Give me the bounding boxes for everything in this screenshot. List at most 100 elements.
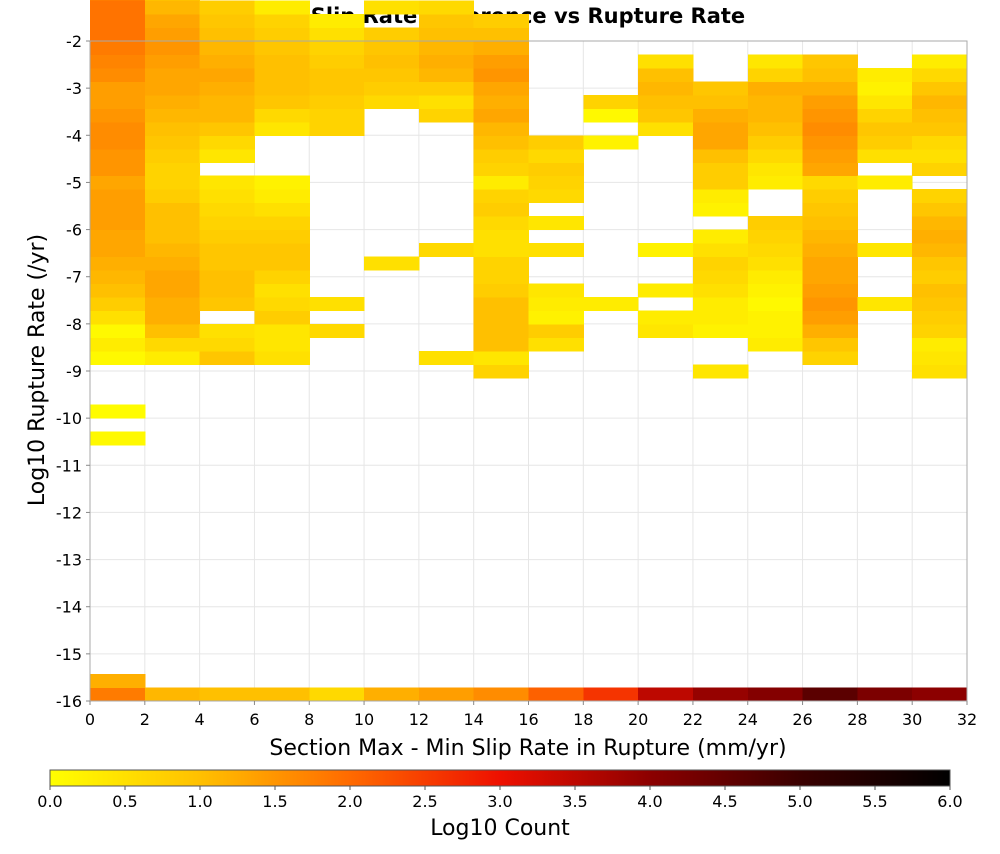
colorbar-tick-label: 4.0: [637, 792, 662, 811]
heatmap-cell: [528, 135, 584, 150]
heatmap-cell: [912, 148, 968, 163]
colorbar-label: Log10 Count: [430, 816, 570, 841]
heatmap-cell: [912, 94, 968, 109]
x-tick-label: 24: [738, 710, 758, 729]
heatmap-cell: [254, 270, 310, 284]
heatmap-cell: [199, 202, 255, 217]
heatmap-cell: [747, 216, 804, 231]
heatmap-cell: [90, 148, 146, 163]
heatmap-cell: [90, 674, 146, 689]
heatmap-cell: [199, 189, 255, 204]
heatmap-cell: [199, 216, 255, 231]
heatmap-cell: [473, 14, 529, 29]
heatmap-cell: [254, 67, 310, 82]
heatmap-cell: [747, 229, 804, 244]
heatmap-cell: [418, 350, 475, 365]
heatmap-cell: [254, 243, 310, 258]
heatmap-cell: [199, 67, 255, 82]
heatmap-cell: [747, 135, 804, 150]
heatmap-cell: [144, 14, 201, 29]
heatmap-cell: [747, 121, 804, 136]
x-axis-label: Section Max - Min Slip Rate in Rupture (…: [269, 736, 786, 761]
heatmap-cell: [802, 687, 858, 702]
heatmap-cell: [857, 148, 913, 163]
heatmap-cell: [747, 162, 804, 177]
heatmap-cell: [254, 337, 310, 352]
heatmap-cell: [144, 81, 201, 96]
heatmap-cell: [364, 81, 420, 96]
heatmap-cell: [802, 296, 858, 311]
heatmap-cell: [912, 350, 968, 365]
x-tick-label: 20: [628, 710, 648, 729]
heatmap-cell: [912, 243, 968, 258]
heatmap-cell: [528, 189, 584, 204]
heatmap-cell: [90, 54, 146, 69]
y-tick-label: -3: [66, 79, 82, 98]
heatmap-cell: [90, 135, 146, 150]
heatmap-cell: [254, 0, 310, 15]
heatmap-cell: [144, 0, 201, 15]
heatmap-cell: [638, 243, 694, 258]
heatmap-cell: [199, 229, 255, 244]
heatmap-cell: [692, 162, 749, 177]
heatmap-cell: [528, 216, 584, 231]
heatmap-cell: [857, 81, 913, 96]
heatmap-cell: [199, 54, 255, 69]
heatmap-cell: [473, 216, 529, 231]
heatmap-cell: [473, 323, 529, 338]
heatmap-cell: [254, 41, 310, 56]
heatmap-cell: [254, 121, 310, 136]
heatmap-cell: [90, 27, 146, 42]
heatmap-cell: [692, 229, 749, 244]
heatmap-cell: [857, 121, 913, 136]
heatmap-cell: [418, 81, 475, 96]
heatmap-cell: [473, 687, 529, 702]
heatmap-cell: [473, 148, 529, 163]
heatmap-cell: [692, 148, 749, 163]
heatmap-cell: [144, 202, 201, 217]
heatmap-cell: [802, 54, 858, 69]
colorbar-tick-label: 6.0: [937, 792, 962, 811]
heatmap-cell: [692, 121, 749, 136]
heatmap-cell: [418, 0, 475, 15]
heatmap-cell: [199, 283, 255, 298]
heatmap-cell: [692, 81, 749, 96]
heatmap-cell: [90, 350, 146, 365]
heatmap-cell: [802, 256, 858, 271]
heatmap-cell: [747, 256, 804, 271]
heatmap-cell: [90, 121, 146, 136]
heatmap-cell: [747, 270, 804, 284]
heatmap-cell: [802, 350, 858, 365]
heatmap-cell: [747, 243, 804, 258]
heatmap-cell: [254, 323, 310, 338]
heatmap-cell: [692, 364, 749, 379]
heatmap-cell: [90, 14, 146, 29]
y-tick-label: -15: [56, 645, 82, 664]
heatmap-cell: [254, 687, 310, 702]
x-tick-label: 28: [847, 710, 867, 729]
heatmap-cell: [473, 243, 529, 258]
heatmap-cell: [473, 67, 529, 82]
x-tick-label: 22: [683, 710, 703, 729]
heatmap-cell: [309, 687, 365, 702]
heatmap-cell: [364, 94, 420, 109]
heatmap-cell: [692, 135, 749, 150]
heatmap-cell: [144, 108, 201, 123]
heatmap-cell: [473, 175, 529, 190]
heatmap-cell: [254, 283, 310, 298]
heatmap-cell: [418, 27, 475, 42]
heatmap-cell: [364, 256, 420, 271]
heatmap-cell: [528, 243, 584, 258]
heatmap-cell: [583, 135, 639, 150]
heatmap-cell: [418, 41, 475, 56]
heatmap-cell: [802, 81, 858, 96]
heatmap-cell: [802, 229, 858, 244]
y-tick-label: -14: [56, 598, 82, 617]
heatmap-cell: [309, 108, 365, 123]
heatmap-cell: [309, 81, 365, 96]
heatmap-cell: [90, 189, 146, 204]
heatmap-cell: [144, 175, 201, 190]
heatmap-cell: [912, 202, 968, 217]
heatmap-cell: [747, 323, 804, 338]
heatmap-cell: [857, 243, 913, 258]
